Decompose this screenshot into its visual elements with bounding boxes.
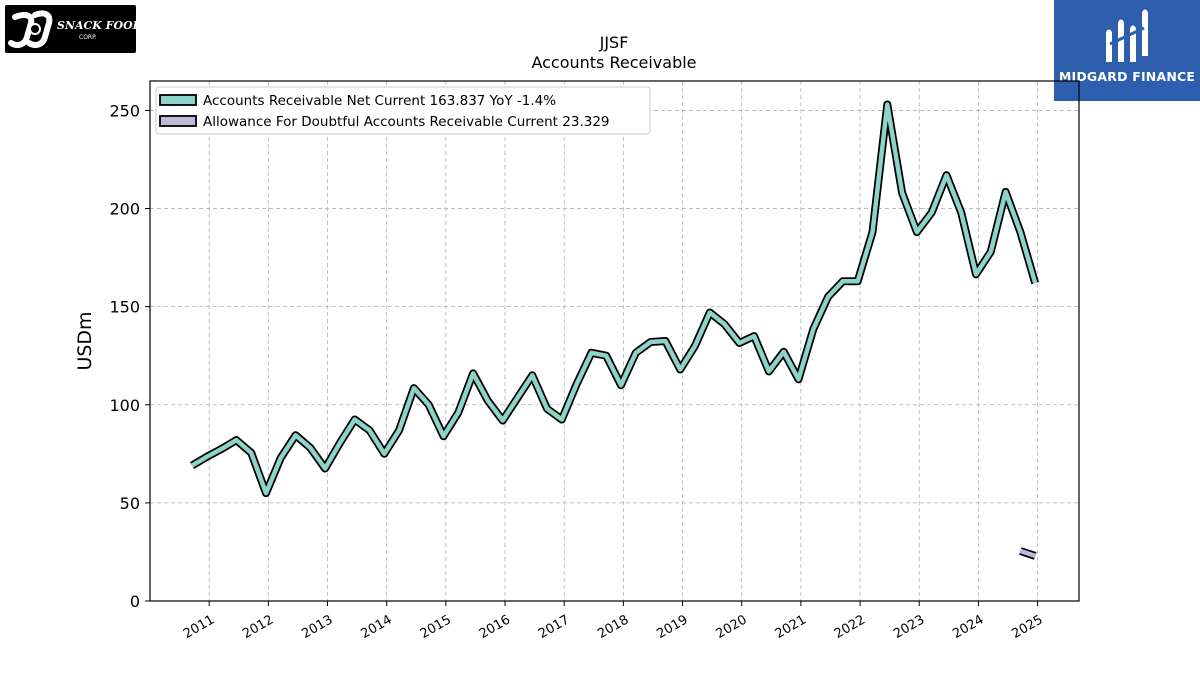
- x-tick-label: 2014: [359, 612, 395, 642]
- x-tick-label: 2022: [832, 612, 868, 642]
- svg-text:CORP.: CORP.: [79, 34, 97, 41]
- x-tick-label: 2017: [536, 612, 572, 642]
- right-logo-label: MIDGARD FINANCE: [1058, 69, 1196, 84]
- y-tick-label: 50: [120, 494, 140, 513]
- x-tick-label: 2012: [240, 612, 276, 642]
- series-lines: [189, 100, 1040, 560]
- y-tick-label: 0: [130, 592, 140, 611]
- midgard-finance-logo: MIDGARD FINANCE: [1054, 0, 1200, 101]
- legend-label: Accounts Receivable Net Current 163.837 …: [203, 93, 556, 109]
- x-tick-label: 2020: [714, 612, 750, 642]
- axes: 0 50 100 150 200 250 2011 2012 2013 2014 2015 2016 2…: [109, 101, 1045, 642]
- chart-subtitle: Accounts Receivable: [531, 53, 696, 72]
- series-line: [1019, 548, 1036, 559]
- x-tick-label: 2011: [181, 612, 217, 642]
- jj-snack-foods-logo-icon: SNACK FOODS CORP.: [8, 10, 136, 48]
- chart-title: JJSF: [599, 33, 629, 52]
- y-axis-label: USDm: [74, 311, 96, 370]
- legend-swatch: [159, 94, 197, 106]
- series-line: [190, 102, 1038, 496]
- y-tick-label: 100: [109, 396, 140, 415]
- x-tick-label: 2013: [299, 612, 335, 642]
- x-tick-label: 2019: [654, 612, 690, 642]
- x-tick-label: 2023: [891, 612, 927, 642]
- plot-frame: [149, 80, 1080, 602]
- x-tick-label: 2025: [1009, 612, 1045, 642]
- x-tick-label: 2024: [950, 612, 986, 642]
- x-tick-label: 2015: [418, 612, 454, 642]
- x-tick-label: 2021: [773, 612, 809, 642]
- gridlines: [150, 81, 1079, 602]
- series-outline: [189, 100, 1040, 498]
- x-tick-label: 2018: [595, 612, 631, 642]
- y-tick-label: 250: [109, 101, 140, 120]
- svg-text:SNACK FOODS: SNACK FOODS: [57, 19, 136, 32]
- legend-box: [155, 86, 651, 135]
- company-logo: SNACK FOODS CORP.: [5, 5, 136, 53]
- y-tick-label: 150: [109, 298, 140, 317]
- legend: Accounts Receivable Net Current 163.837 …: [155, 86, 651, 135]
- x-tick-label: 2016: [477, 612, 513, 642]
- y-tick-label: 200: [109, 200, 140, 219]
- legend-label: Allowance For Doubtful Accounts Receivab…: [203, 114, 610, 130]
- legend-swatch: [159, 115, 197, 127]
- midgard-logo-mark-icon: [1106, 9, 1148, 62]
